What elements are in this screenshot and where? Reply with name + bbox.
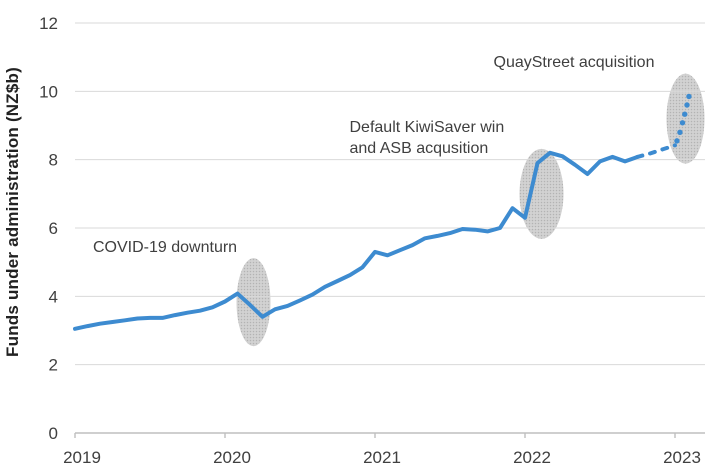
annotation-kiwisaver: Default KiwiSaver win and ASB acqusition	[350, 119, 505, 157]
highlight-asb-ellipse	[519, 148, 564, 239]
y-tick-label-8: 8	[49, 151, 58, 170]
projection-dot	[686, 93, 692, 100]
y-tick-label-4: 4	[49, 287, 58, 306]
projection-dot	[677, 129, 683, 136]
projection-dot	[684, 102, 690, 108]
series-funds-under-administration-actual	[73, 150, 640, 331]
x-tick-label-2020: 2020	[213, 448, 251, 467]
y-tick-label-12: 12	[39, 14, 58, 33]
y-tick-label-10: 10	[39, 82, 58, 101]
highlight-quaystreet-ellipse	[666, 73, 705, 164]
projection-dot	[682, 111, 688, 117]
y-tick-label-0: 0	[49, 424, 58, 443]
y-tick-label-2: 2	[49, 356, 58, 375]
series-projection-dashed	[635, 143, 677, 159]
series-projection-dotted	[674, 93, 692, 144]
projection-dot	[674, 138, 680, 144]
annotation-quaystreet: QuayStreet acquisition	[494, 54, 655, 71]
x-tick-label-2019: 2019	[63, 448, 101, 467]
highlight-covid-ellipse	[236, 258, 271, 347]
x-tick-label-2022: 2022	[513, 448, 551, 467]
x-tick-label-2021: 2021	[363, 448, 401, 467]
y-axis-title: Funds under administration (NZ$b)	[3, 67, 22, 357]
annotation-covid: COVID-19 downturn	[93, 239, 237, 256]
y-tick-label-6: 6	[49, 219, 58, 238]
x-tick-label-2023: 2023	[663, 448, 701, 467]
projection-dot	[679, 120, 686, 126]
